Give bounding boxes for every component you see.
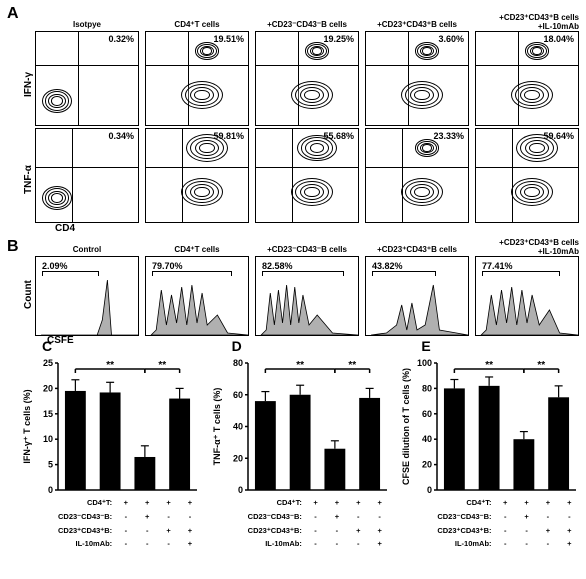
contour-plot: 3.60% xyxy=(365,31,469,126)
svg-text:0: 0 xyxy=(427,485,432,495)
bar-chart-panel: C0510152025IFN-γ⁺ T cells (%)****CD4⁺T:+… xyxy=(20,340,202,560)
panel-a-col-header: +CD23⁺CD43⁺B cells xyxy=(365,17,469,29)
contour-plot: 59.81% xyxy=(145,128,249,223)
svg-text:60: 60 xyxy=(233,390,243,400)
panel-b-label: B xyxy=(7,238,19,256)
condition-table: CD4⁺T:++++CD23⁻CD43⁻B:-+--CD23⁺CD43⁺B:--… xyxy=(434,495,581,552)
panel-b-ylabel: Count xyxy=(23,270,34,320)
svg-text:25: 25 xyxy=(43,358,53,368)
histogram-plot: 43.82% xyxy=(365,256,469,336)
svg-text:**: ** xyxy=(106,360,114,371)
svg-text:80: 80 xyxy=(422,383,432,393)
panel-a-label: A xyxy=(7,5,19,23)
panel-a-col-header: Isotpye xyxy=(35,17,139,29)
bar-chart-panel: D020406080TNF-α⁺ T cells (%)****CD4⁺T:++… xyxy=(210,340,392,560)
panel-a: A Isotpye CD4⁺T cells +CD23⁻CD43⁻B cells +C… xyxy=(5,5,581,230)
histogram-plot: 2.09% xyxy=(35,256,139,336)
histogram-plot: 79.70% xyxy=(145,256,249,336)
contour-plot: 55.68% xyxy=(255,128,359,223)
panel-b-col-header: +CD23⁺CD43⁺B cells xyxy=(365,242,469,254)
panel-b-col-header: Control xyxy=(35,242,139,254)
contour-plot: 59.64% xyxy=(475,128,579,223)
svg-text:40: 40 xyxy=(233,422,243,432)
svg-text:**: ** xyxy=(538,360,546,371)
svg-text:0: 0 xyxy=(48,485,53,495)
contour-plot: 19.51% xyxy=(145,31,249,126)
contour-plot: 23.33% xyxy=(365,128,469,223)
contour-plot: 19.25% xyxy=(255,31,359,126)
panel-b: B Control CD4⁺T cells +CD23⁻CD43⁻B cells +C… xyxy=(5,230,581,340)
panel-a-col-header: CD4⁺T cells xyxy=(145,17,249,29)
histogram-plot: 77.41% xyxy=(475,256,579,336)
svg-text:20: 20 xyxy=(233,453,243,463)
svg-text:CFSE dilution of T cells (%): CFSE dilution of T cells (%) xyxy=(401,368,411,485)
panel-b-col-header: +CD23⁻CD43⁻B cells xyxy=(255,242,359,254)
svg-text:**: ** xyxy=(296,360,304,371)
panel-cde: C0510152025IFN-γ⁺ T cells (%)****CD4⁺T:+… xyxy=(20,340,581,565)
svg-text:TNF-α⁺ T cells (%): TNF-α⁺ T cells (%) xyxy=(212,388,222,466)
svg-text:5: 5 xyxy=(48,460,53,470)
svg-text:80: 80 xyxy=(233,358,243,368)
contour-plot: 0.32% xyxy=(35,31,139,126)
panel-a-ylabel-ifn: IFN-γ xyxy=(23,55,34,115)
svg-text:60: 60 xyxy=(422,409,432,419)
panel-b-col-header: CD4⁺T cells xyxy=(145,242,249,254)
histogram-plot: 82.58% xyxy=(255,256,359,336)
svg-text:100: 100 xyxy=(417,358,432,368)
panel-a-ylabel-tnf: TNF-α xyxy=(23,150,34,210)
svg-text:15: 15 xyxy=(43,409,53,419)
svg-text:20: 20 xyxy=(43,383,53,393)
svg-text:10: 10 xyxy=(43,434,53,444)
condition-table: CD4⁺T:++++CD23⁻CD43⁻B:-+--CD23⁺CD43⁺B:--… xyxy=(245,495,392,552)
svg-text:**: ** xyxy=(158,360,166,371)
svg-text:**: ** xyxy=(486,360,494,371)
svg-text:**: ** xyxy=(348,360,356,371)
bar-chart-panel: E020406080100CFSE dilution of T cells (%… xyxy=(399,340,581,560)
svg-text:IFN-γ⁺ T cells (%): IFN-γ⁺ T cells (%) xyxy=(22,389,32,463)
contour-plot: 0.34% xyxy=(35,128,139,223)
svg-text:0: 0 xyxy=(238,485,243,495)
panel-a-col-header: +CD23⁻CD43⁻B cells xyxy=(255,17,359,29)
panel-b-col-header: +CD23⁺CD43⁺B cells+IL-10mAb xyxy=(475,242,579,254)
contour-plot: 18.04% xyxy=(475,31,579,126)
svg-text:40: 40 xyxy=(422,434,432,444)
condition-table: CD4⁺T:++++CD23⁻CD43⁻B:-+--CD23⁺CD43⁺B:--… xyxy=(55,495,202,552)
svg-text:20: 20 xyxy=(422,460,432,470)
panel-a-col-header: +CD23⁺CD43⁺B cells+IL-10mAb xyxy=(475,17,579,29)
